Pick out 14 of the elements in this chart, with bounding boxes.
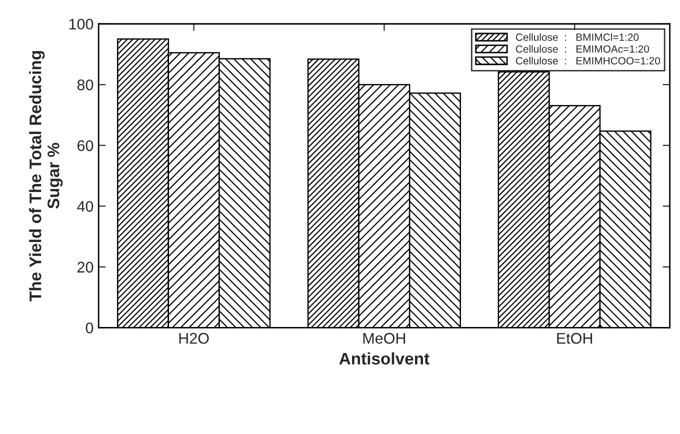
x-tick-label: MeOH bbox=[363, 332, 406, 344]
y-tick-label: 60 bbox=[78, 140, 94, 152]
x-axis-title: Antisolvent bbox=[339, 352, 430, 365]
legend-label: Cellulose : EMIMOAc=1:20 bbox=[516, 45, 650, 53]
y-axis-title: The Yield of The Total Reducing Sugar % bbox=[29, 51, 63, 302]
x-tick-label: H2O bbox=[179, 332, 209, 344]
y-tick-label: 0 bbox=[86, 322, 94, 334]
y-tick-label: 20 bbox=[78, 262, 94, 273]
y-tick-label: 40 bbox=[77, 201, 94, 212]
legend-label: Cellulose : BMIMCl=1:20 bbox=[516, 33, 639, 41]
y-tick-label: 80 bbox=[77, 80, 94, 90]
x-tick-label: EtOH bbox=[557, 332, 592, 344]
legend-label: Cellulose : EMIMHCOO=1:20 bbox=[516, 56, 660, 64]
y-tick-label: 100 bbox=[69, 18, 94, 30]
